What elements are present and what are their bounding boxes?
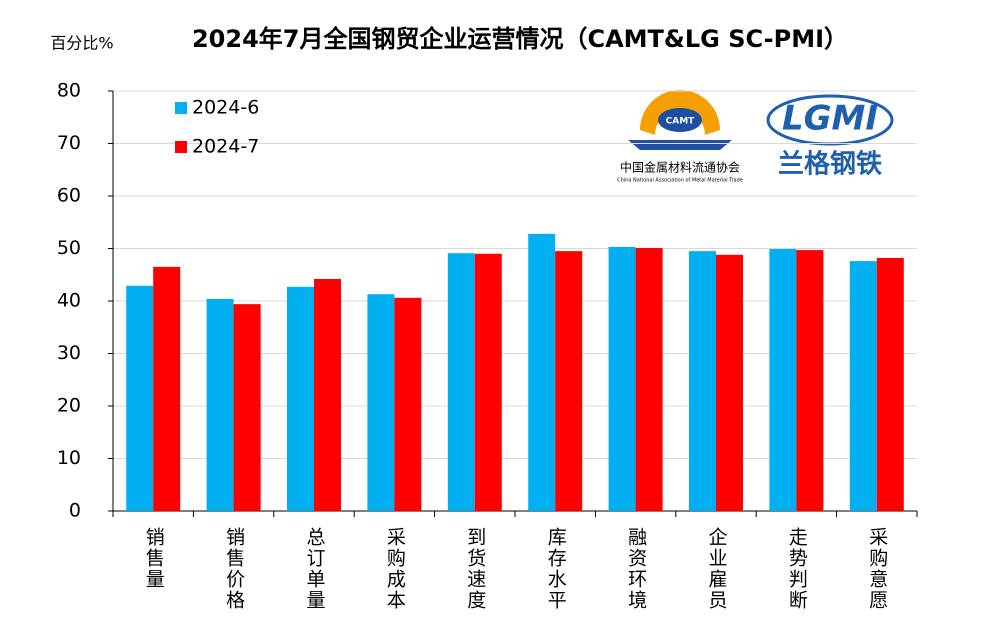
- bar: [635, 247, 663, 511]
- y-axis-label: 百分比%: [50, 34, 113, 53]
- bar: [716, 254, 743, 512]
- bar: [206, 298, 234, 511]
- bar: [394, 297, 422, 511]
- bar: [769, 249, 797, 511]
- x-tick-label: 总订单量: [304, 527, 326, 611]
- bar: [126, 285, 154, 511]
- legend-label: 2024-7: [192, 136, 259, 158]
- bar: [608, 246, 636, 512]
- camt-name: 中国金属材料流通协会: [620, 160, 740, 175]
- bar: [555, 251, 583, 511]
- lg-name: 兰格钢铁: [778, 149, 882, 180]
- x-tick-label: 销售价格: [223, 527, 245, 611]
- x-tick-label: 走势判断: [786, 527, 808, 611]
- bar: [314, 278, 341, 511]
- legend-swatch: [175, 102, 187, 114]
- y-tick-label: 80: [57, 80, 81, 102]
- y-tick-label: 40: [57, 290, 81, 312]
- legend-swatch: [175, 141, 187, 153]
- y-tick-label: 70: [57, 132, 81, 154]
- y-tick-label: 10: [57, 447, 81, 469]
- bar: [153, 266, 181, 511]
- bar: [447, 253, 475, 511]
- x-tick-label: 采购成本: [384, 527, 406, 611]
- y-tick-label: 60: [57, 185, 81, 207]
- x-tick-label: 企业雇员: [706, 527, 728, 611]
- camt-logo: CAMT 中国金属材料流通协会 China National Associati…: [617, 90, 743, 184]
- bar: [528, 233, 556, 512]
- chart-title: 2024年7月全国钢贸企业运营情况（CAMT&LG SC-PMI）: [192, 25, 848, 53]
- y-tick-label: 30: [57, 342, 81, 364]
- x-tick-label: 采购意愿: [866, 527, 888, 611]
- x-tick-label: 到货速度: [464, 527, 486, 611]
- bar: [689, 251, 716, 511]
- y-tick-label: 50: [57, 237, 81, 259]
- lg-badge: LGMI: [782, 99, 878, 139]
- camt-base: [628, 140, 732, 150]
- camt-emblem-center: [658, 108, 702, 132]
- x-tick-label: 融资环境: [625, 527, 647, 611]
- bar: [474, 253, 502, 511]
- camt-english: China National Association of Metal Mate…: [617, 178, 743, 184]
- y-tick-label: 0: [69, 500, 81, 522]
- camt-emblem: [640, 90, 720, 135]
- bar: [233, 304, 261, 511]
- bar: [287, 286, 314, 511]
- bar: [367, 294, 395, 511]
- bar: [876, 257, 904, 511]
- bar: [796, 250, 824, 511]
- camt-badge: CAMT: [666, 117, 696, 127]
- x-tick-label: 库存水平: [545, 527, 567, 611]
- x-tick-label: 销售量: [143, 527, 165, 590]
- bar: [849, 261, 877, 511]
- y-tick-label: 20: [57, 395, 81, 417]
- legend-label: 2024-6: [192, 97, 259, 119]
- lg-logo: LGMI 兰格钢铁: [766, 94, 894, 180]
